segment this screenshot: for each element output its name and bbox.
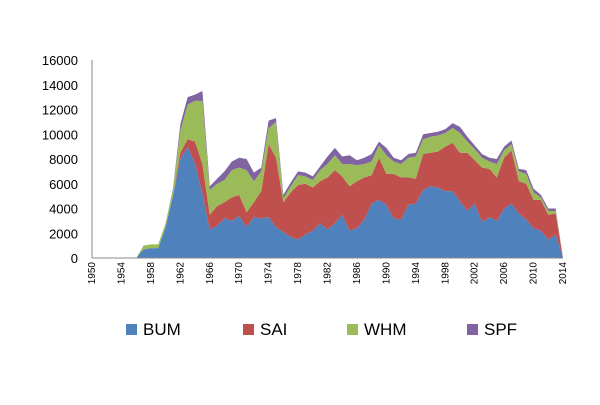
- x-tick-label: 2006: [499, 262, 510, 285]
- y-tick-label: 2000: [49, 226, 78, 241]
- area-series-spf: [92, 90, 563, 258]
- x-tick-label: 1954: [116, 262, 127, 285]
- legend-swatch: [243, 324, 254, 335]
- legend: BUM SAI WHM SPF: [126, 320, 517, 339]
- x-tick-label: 2010: [529, 262, 540, 285]
- x-tick-label: 1990: [381, 262, 392, 285]
- areas-layer: [92, 90, 563, 258]
- x-tick-label: 2014: [558, 262, 569, 285]
- legend-label: SAI: [260, 320, 287, 339]
- legend-item-bum: BUM: [126, 320, 181, 339]
- legend-label: WHM: [364, 320, 406, 339]
- x-tick-label: 1970: [234, 262, 245, 285]
- legend-swatch: [347, 324, 358, 335]
- legend-label: SPF: [484, 320, 517, 339]
- legend-swatch: [126, 324, 137, 335]
- legend-item-whm: WHM: [347, 320, 406, 339]
- y-tick-label: 0: [71, 251, 78, 266]
- x-tick-label: 1958: [146, 262, 157, 285]
- legend-item-spf: SPF: [467, 320, 517, 339]
- y-tick-label: 16000: [42, 53, 78, 68]
- y-tick-label: 8000: [49, 152, 78, 167]
- y-tick-label: 10000: [42, 127, 78, 142]
- x-tick-label: 1986: [352, 262, 363, 285]
- area-series-sai: [92, 139, 563, 258]
- x-tick-label: 1974: [264, 262, 275, 285]
- x-tick-label: 1978: [293, 262, 304, 285]
- legend-item-sai: SAI: [243, 320, 287, 339]
- x-tick-label: 1998: [440, 262, 451, 285]
- x-tick-label: 2002: [470, 262, 481, 285]
- x-tick-label: 1962: [175, 262, 186, 285]
- x-tick-label: 1950: [87, 262, 98, 285]
- y-tick-label: 6000: [49, 177, 78, 192]
- x-tick-label: 1966: [205, 262, 216, 285]
- x-tick-label: 1994: [411, 262, 422, 285]
- legend-label: BUM: [143, 320, 181, 339]
- area-series-bum: [92, 146, 563, 258]
- axes-layer: 0 2000 4000 6000 8000 10000 12000 14000 16000 195…: [42, 53, 569, 284]
- area-series-whm: [92, 100, 563, 258]
- y-tick-label: 4000: [49, 202, 78, 217]
- x-tick-label: 1982: [323, 262, 334, 285]
- legend-swatch: [467, 324, 478, 335]
- y-tick-label: 12000: [42, 103, 78, 118]
- y-tick-label: 14000: [42, 78, 78, 93]
